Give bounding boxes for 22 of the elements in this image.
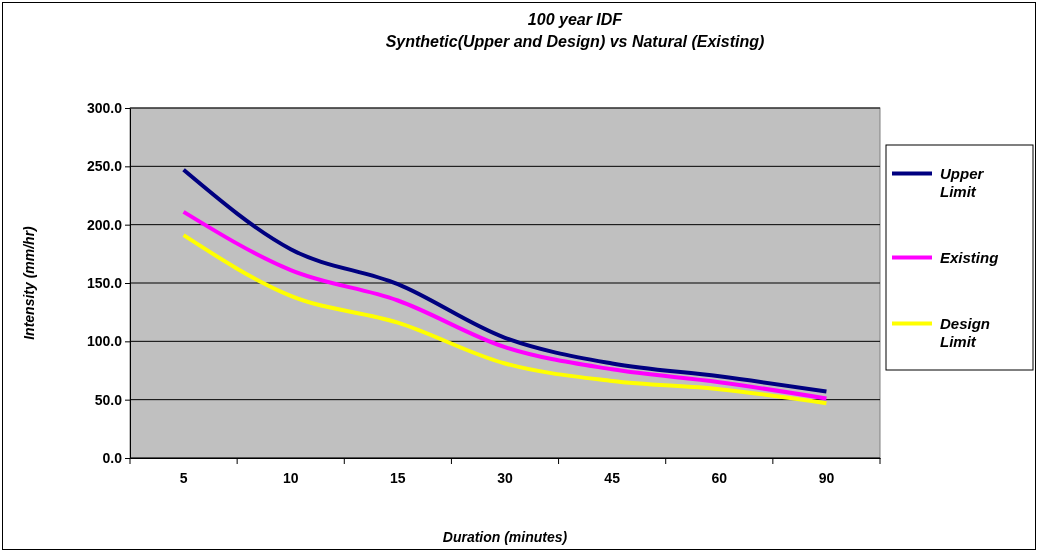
x-tick-label: 15 bbox=[390, 470, 406, 487]
legend-label: Design Limit bbox=[940, 314, 991, 351]
x-tick-label: 10 bbox=[282, 470, 299, 487]
line-series bbox=[181, 167, 829, 394]
x-tick-label: 90 bbox=[818, 470, 835, 487]
legend-label: Existing bbox=[940, 248, 999, 266]
legend-label: Upper Limit bbox=[940, 164, 985, 201]
x-tick-label: 5 bbox=[179, 470, 188, 487]
x-tick-label: 45 bbox=[604, 470, 621, 487]
y-tick-label: 200.0 bbox=[86, 216, 123, 233]
y-tick-label: 300.0 bbox=[86, 99, 123, 116]
y-tick-label: 150.0 bbox=[86, 274, 123, 291]
y-tick-label: 250.0 bbox=[86, 158, 123, 175]
x-tick-label: 60 bbox=[711, 470, 728, 487]
chart-subtitle: Synthetic(Upper and Design) vs Natural (Existing) bbox=[385, 33, 765, 50]
x-tick-label: 30 bbox=[497, 470, 513, 487]
y-tick-label: 0.0 bbox=[102, 449, 123, 466]
chart-title: 100 year IDF bbox=[527, 11, 624, 28]
y-tick-label: 100.0 bbox=[86, 333, 123, 350]
y-axis-title: Intensity (mm/hr) bbox=[21, 225, 37, 340]
x-axis-title: Duration (minutes) bbox=[442, 529, 568, 545]
y-tick-label: 50.0 bbox=[94, 391, 123, 408]
